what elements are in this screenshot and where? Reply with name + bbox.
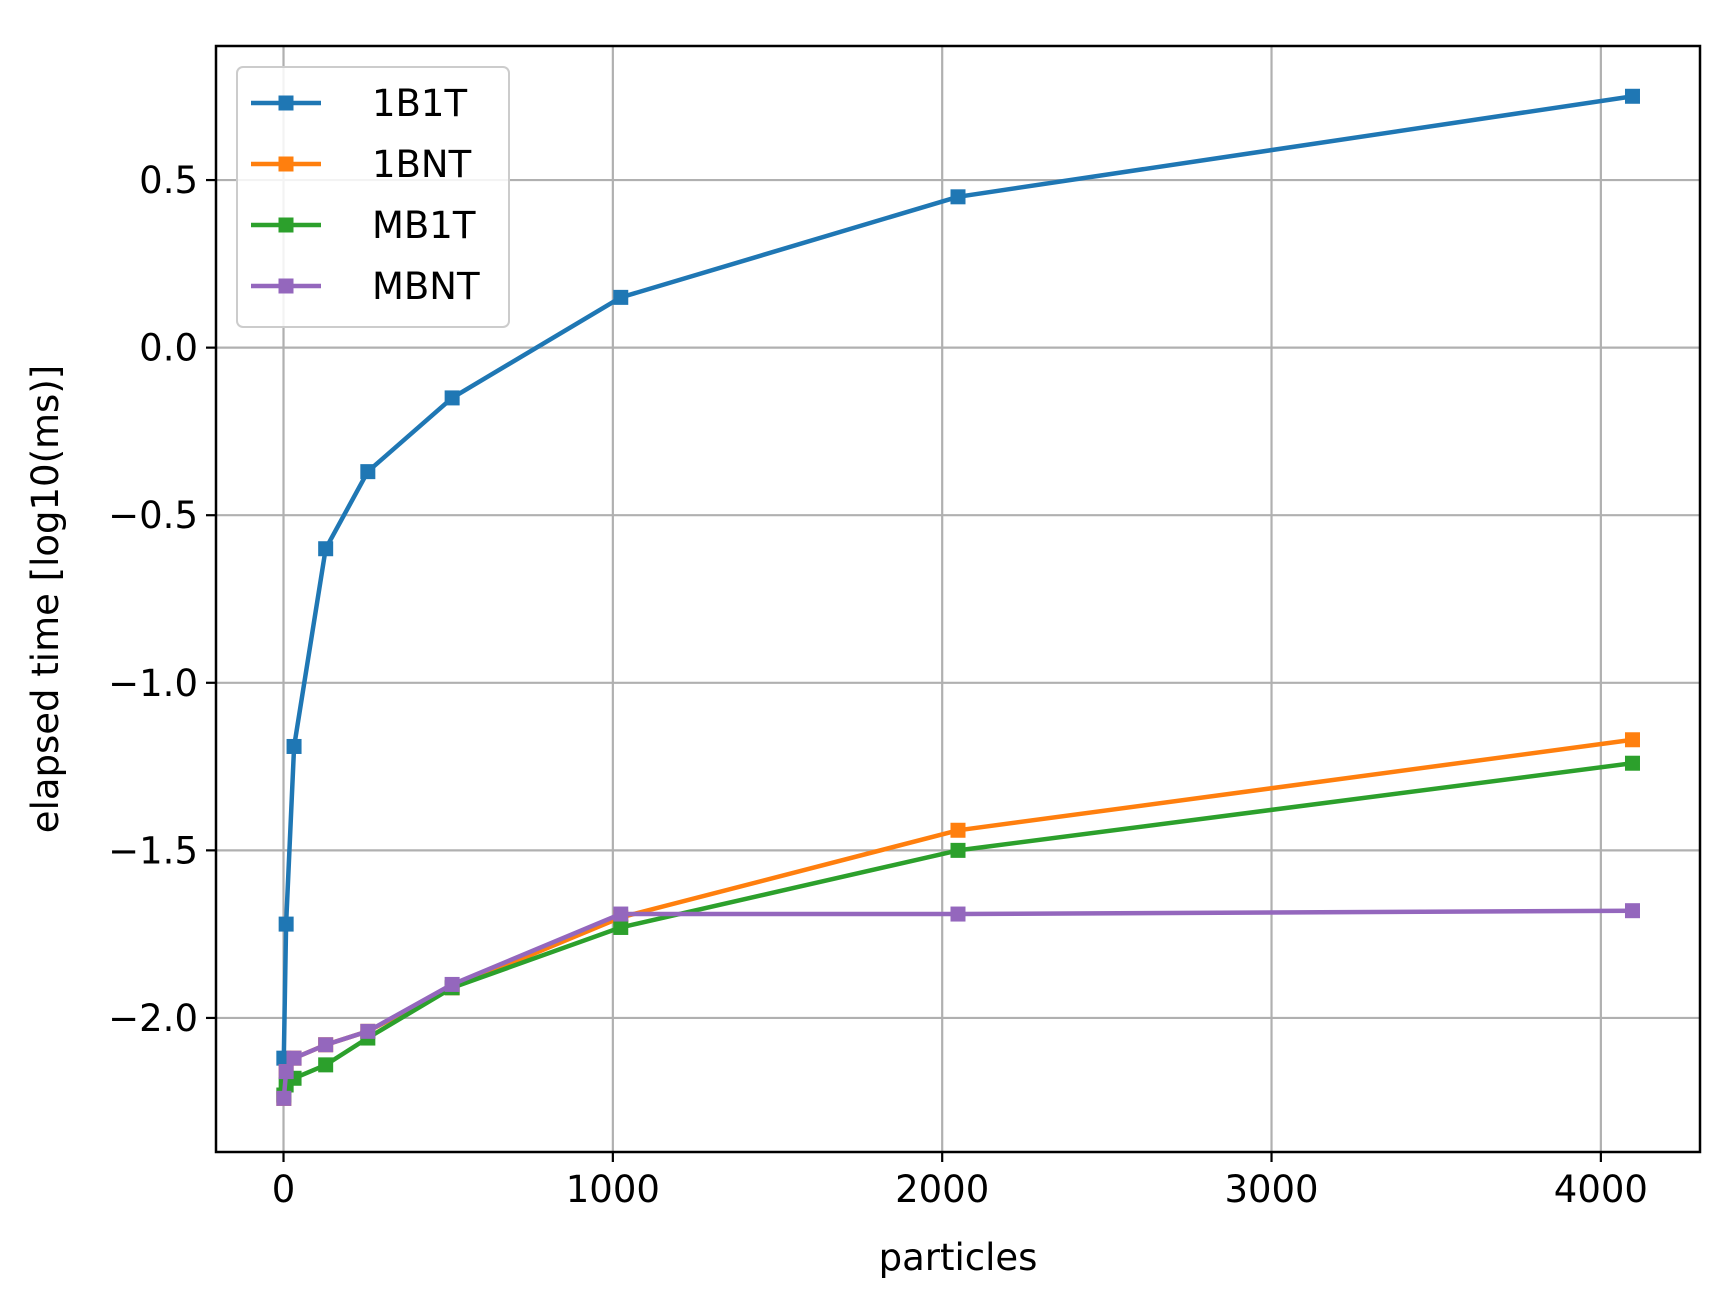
y-tick-label: −0.5 xyxy=(108,494,198,537)
data-point-mbnt xyxy=(360,1023,376,1039)
legend-label-1bnt: 1BNT xyxy=(372,143,472,186)
legend: 1B1T 1BNT MB1T MBNT xyxy=(236,66,510,328)
legend-marker-mb1t xyxy=(278,217,294,233)
data-point-1b1t xyxy=(950,189,966,205)
x-axis-title: particles xyxy=(879,1236,1038,1279)
data-point-1bnt xyxy=(950,822,966,838)
data-point-mbnt xyxy=(276,1090,292,1106)
data-point-1b1t xyxy=(444,390,460,406)
y-tick-label: −1.5 xyxy=(108,829,198,872)
data-point-mb1t xyxy=(950,842,966,858)
y-tick-label: 0.0 xyxy=(139,327,198,370)
ticks: 0 1000 2000 3000 4000 −2.0 −1.5 −1.0 −0.5 0.0 0.5 xyxy=(108,159,1648,1211)
data-point-1bnt xyxy=(1624,732,1640,748)
legend-marker-1bnt xyxy=(278,156,294,172)
data-point-mb1t xyxy=(318,1057,334,1073)
data-point-mbnt xyxy=(444,976,460,992)
x-tick-label: 2000 xyxy=(895,1168,989,1211)
y-axis-title: elapsed time [log10(ms)] xyxy=(24,365,67,833)
x-tick-label: 0 xyxy=(272,1168,296,1211)
data-point-1b1t xyxy=(318,541,334,557)
data-point-mb1t xyxy=(613,919,629,935)
y-tick-label: −2.0 xyxy=(108,997,198,1040)
legend-label-mbnt: MBNT xyxy=(372,265,480,308)
data-point-1b1t xyxy=(360,464,376,480)
data-point-mbnt xyxy=(318,1037,334,1053)
plot-frame xyxy=(214,44,1702,1154)
x-tick-label: 1000 xyxy=(566,1168,660,1211)
series-group xyxy=(276,88,1640,1106)
data-point-mbnt xyxy=(613,906,629,922)
legend-marker-mbnt xyxy=(278,278,294,294)
data-point-mb1t xyxy=(1624,755,1640,771)
x-tick-label: 3000 xyxy=(1224,1168,1318,1211)
data-point-1b1t xyxy=(278,916,294,932)
x-tick-label: 4000 xyxy=(1554,1168,1648,1211)
data-point-mbnt xyxy=(950,906,966,922)
legend-label-1b1t: 1B1T xyxy=(372,82,467,125)
y-tick-label: −1.0 xyxy=(108,662,198,705)
data-point-1b1t xyxy=(286,738,302,754)
legend-box xyxy=(236,66,510,328)
legend-marker-1b1t xyxy=(278,95,294,111)
data-point-1b1t xyxy=(613,289,629,305)
data-point-mbnt xyxy=(278,1064,294,1080)
data-point-mbnt xyxy=(286,1050,302,1066)
y-tick-label: 0.5 xyxy=(139,159,198,202)
data-point-mbnt xyxy=(1624,903,1640,919)
data-point-1b1t xyxy=(1624,88,1640,104)
legend-label-mb1t: MB1T xyxy=(372,204,476,247)
